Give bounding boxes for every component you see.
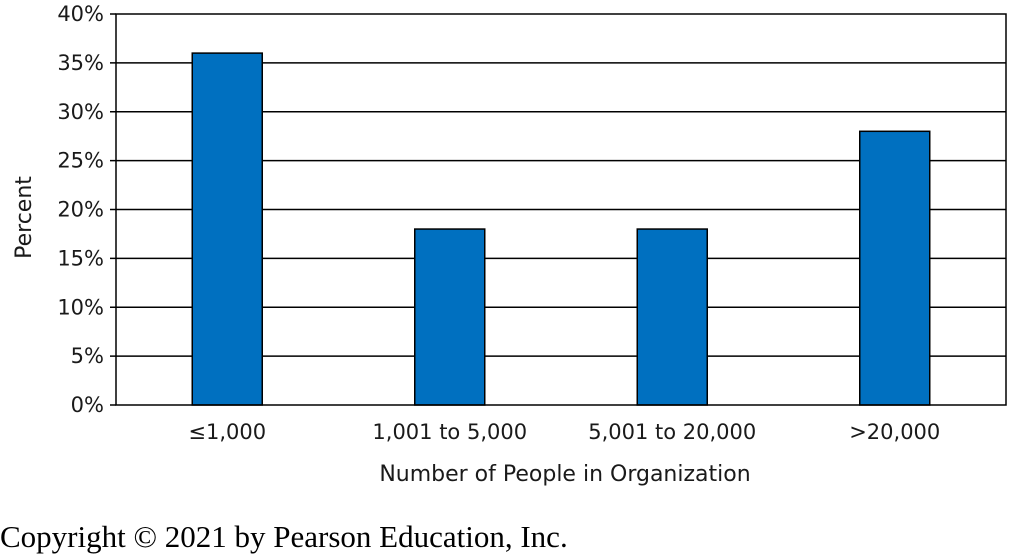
- y-tick-label: 10%: [57, 295, 104, 319]
- y-tick-label: 5%: [71, 344, 104, 368]
- bar: [859, 130, 931, 406]
- y-tick-label: 0%: [71, 393, 104, 417]
- plot-frame: [115, 13, 1007, 406]
- gridlines: [110, 13, 1006, 406]
- bar-chart: 0% 5% 10% 15% 20% 25% 30% 35% 40% ≤1,000 1,001 to…: [12, 2, 1007, 487]
- x-tick-label: >20,000: [849, 420, 940, 444]
- bar: [191, 52, 263, 406]
- y-tick-label: 15%: [57, 246, 104, 270]
- x-axis-title: Number of People in Organization: [379, 462, 750, 487]
- y-tick-label: 35%: [57, 51, 104, 75]
- x-tick-label: 5,001 to 20,000: [588, 420, 756, 444]
- copyright-notice: Copyright © 2021 by Pearson Education, I…: [0, 519, 568, 554]
- x-tick-label: ≤1,000: [188, 420, 266, 444]
- x-tick-label: 1,001 to 5,000: [372, 420, 527, 444]
- y-tick-label: 20%: [57, 198, 104, 222]
- y-axis-title: Percent: [12, 176, 37, 259]
- bars: [191, 52, 931, 406]
- y-tick-label: 40%: [57, 2, 104, 26]
- bar: [636, 228, 708, 406]
- y-tick-label: 30%: [57, 100, 104, 124]
- y-tick-labels: 0% 5% 10% 15% 20% 25% 30% 35% 40%: [57, 2, 104, 417]
- y-tick-label: 25%: [57, 149, 104, 173]
- bar: [414, 228, 486, 406]
- x-tick-labels: ≤1,000 1,001 to 5,000 5,001 to 20,000 >20,0…: [188, 420, 940, 444]
